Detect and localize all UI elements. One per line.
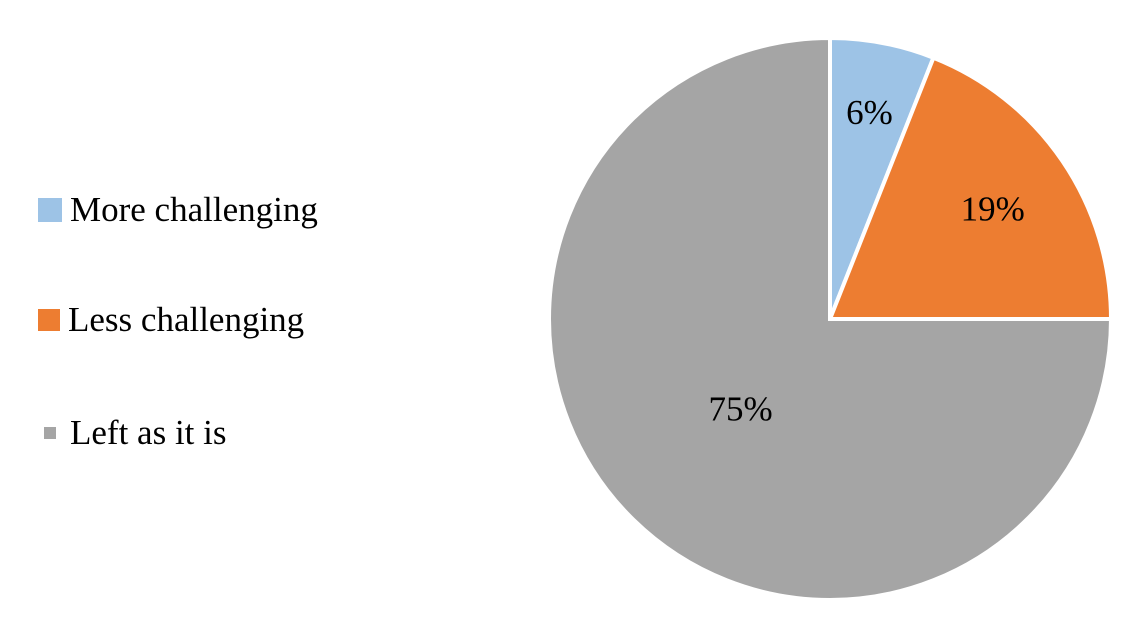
- legend-item-less-challenging: Less challenging: [38, 300, 304, 340]
- legend-marker-less-challenging: [38, 309, 60, 331]
- legend-label: Left as it is: [70, 413, 227, 452]
- legend-marker-left-as-it-is: [44, 427, 56, 439]
- legend-item-left-as-it-is: Left as it is: [38, 413, 227, 453]
- legend-item-more-challenging: More challenging: [38, 190, 318, 230]
- data-label: 19%: [961, 189, 1025, 228]
- data-label: 75%: [709, 389, 773, 428]
- legend-label: More challenging: [70, 190, 318, 229]
- legend-label: Less challenging: [68, 300, 305, 339]
- pie-slice-left-as-it-is: [547, 35, 1114, 602]
- pie-slice-less-challenging: [827, 55, 1114, 321]
- legend-marker-more-challenging: [38, 198, 62, 222]
- data-label: 6%: [846, 93, 893, 132]
